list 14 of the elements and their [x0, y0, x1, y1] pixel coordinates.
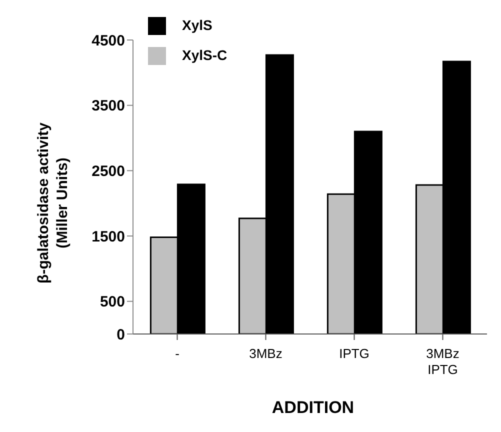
y-tick-label: 4500 — [92, 32, 125, 50]
x-tick-label: 3MBz IPTG — [426, 346, 460, 377]
x-tick-label: IPTG — [339, 346, 370, 361]
x-tick-label: 3MBz — [249, 346, 282, 361]
y-tick-label: 3500 — [92, 98, 125, 115]
legend-label: XylS — [182, 17, 212, 33]
y-tick-label: 500 — [100, 294, 125, 311]
x-tick-label: - — [175, 346, 180, 361]
y-axis-title: β-galatosidase activity (Miller Units) — [35, 122, 71, 284]
x-axis-title: ADDITION — [270, 398, 356, 418]
y-tick-label: 2500 — [92, 162, 125, 180]
y-tick-label: 0 — [116, 326, 125, 344]
y-tick-label: 1500 — [92, 228, 125, 246]
legend-label: XylS-C — [182, 47, 228, 63]
